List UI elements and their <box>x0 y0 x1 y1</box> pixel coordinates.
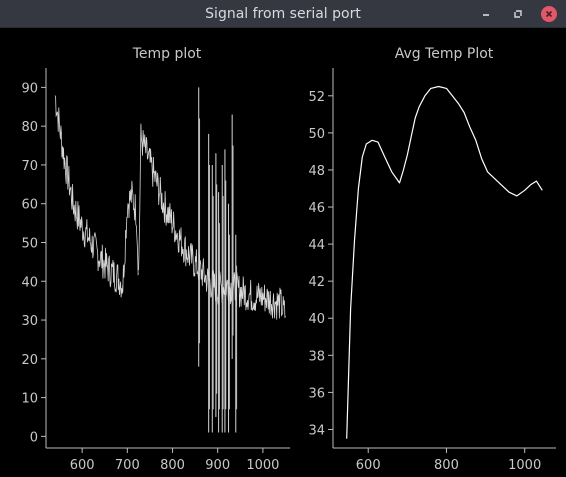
window-title: Signal from serial port <box>205 6 361 22</box>
temp-trace-segment <box>235 272 286 320</box>
avg-temp-plot-trace <box>346 85 543 439</box>
temp-plot-x-tick-label: 900 <box>205 458 230 473</box>
temp-plot-x-tick-label: 1000 <box>246 458 279 473</box>
temp-plot-y-ticks: 0 10 20 30 40 50 60 70 80 90 <box>21 81 46 445</box>
restore-button[interactable] <box>509 5 527 23</box>
temp-plot-x-tick-label: 600 <box>70 458 95 473</box>
avg-temp-plot-y-tick-label: 44 <box>308 238 325 253</box>
avg-temp-plot-y-tick-label: 50 <box>308 127 325 142</box>
avg-temp-plot-y-ticks: 34 36 38 40 42 44 46 48 50 52 <box>308 90 333 438</box>
plots-canvas[interactable]: Temp plot 0 10 20 30 40 50 60 70 80 90 600 700 800 9… <box>0 28 566 477</box>
temp-plot-y-tick-label: 60 <box>21 198 38 213</box>
temp-plot-y-tick-label: 40 <box>21 275 38 290</box>
plot-area: Temp plot 0 10 20 30 40 50 60 70 80 90 600 700 800 9… <box>0 28 566 477</box>
temp-trace-segment <box>54 95 124 298</box>
temp-plot-y-tick-label: 70 <box>21 159 38 174</box>
temp-plot-y-tick-label: 80 <box>21 120 38 135</box>
temp-trace-segment <box>122 180 139 293</box>
avg-temp-plot-y-tick-label: 34 <box>308 423 325 438</box>
temp-trace-segment <box>138 123 200 281</box>
avg-temp-plot-title: Avg Temp Plot <box>395 46 494 62</box>
temp-plot-y-tick-label: 20 <box>21 353 38 368</box>
temp-plot-y-tick-label: 10 <box>21 392 38 407</box>
temp-plot-y-tick-label: 0 <box>30 430 38 445</box>
temp-plot-y-tick-label: 90 <box>21 81 38 96</box>
temp-plot-y-tick-label: 30 <box>21 314 38 329</box>
avg-temp-line <box>346 85 543 439</box>
avg-temp-plot-x-tick-label: 1000 <box>508 458 541 473</box>
avg-temp-plot-y-tick-label: 46 <box>308 201 325 216</box>
minimize-icon <box>483 14 489 16</box>
avg-temp-plot-x-ticks: 600 800 1000 <box>356 448 541 473</box>
avg-temp-plot-y-tick-label: 52 <box>308 90 325 105</box>
temp-plot: Temp plot 0 10 20 30 40 50 60 70 80 90 600 700 800 9… <box>21 46 290 473</box>
temp-plot-x-tick-label: 800 <box>160 458 185 473</box>
minimize-button[interactable] <box>477 5 495 23</box>
title-bar[interactable]: Signal from serial port <box>0 0 566 28</box>
avg-temp-plot-y-tick-label: 42 <box>308 275 325 290</box>
close-button[interactable] <box>540 5 558 23</box>
temp-plot-x-tick-label: 700 <box>115 458 140 473</box>
avg-temp-plot: Avg Temp Plot 34 36 38 40 42 44 46 48 50 52 600 80… <box>308 46 556 473</box>
close-icon <box>545 10 553 18</box>
temp-plot-x-ticks: 600 700 800 900 1000 <box>70 448 279 473</box>
avg-temp-plot-y-tick-label: 36 <box>308 386 325 401</box>
temp-plot-title: Temp plot <box>132 46 202 62</box>
temp-plot-y-tick-label: 50 <box>21 236 38 251</box>
avg-temp-plot-x-tick-label: 800 <box>434 458 459 473</box>
avg-temp-plot-y-tick-label: 48 <box>308 164 325 179</box>
temp-trace-segment <box>199 258 237 305</box>
avg-temp-plot-y-tick-label: 40 <box>308 312 325 327</box>
avg-temp-plot-x-tick-label: 600 <box>356 458 381 473</box>
avg-temp-plot-y-tick-label: 38 <box>308 349 325 364</box>
restore-icon <box>514 10 522 18</box>
temp-plot-trace <box>54 87 286 433</box>
